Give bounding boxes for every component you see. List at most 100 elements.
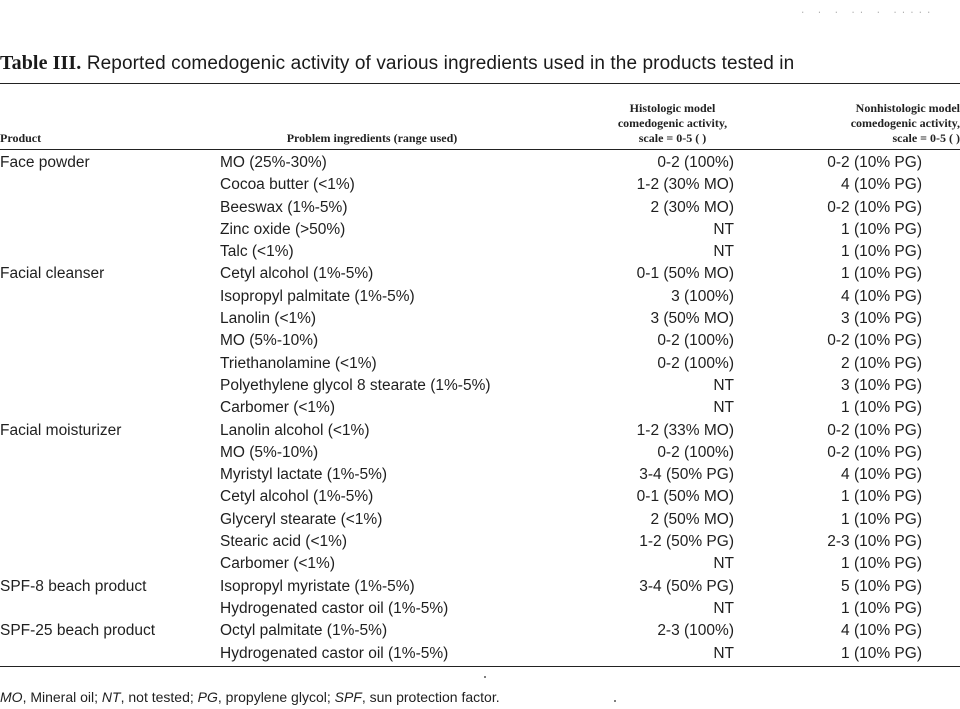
cell-product: SPF-25 beach product [0, 622, 156, 640]
cell-histologic: NT [713, 399, 734, 417]
table-row: Facial moisturizer Lanolin alcohol (<1%) 1… [0, 420, 960, 442]
cell-ingredient: Triethanolamine (<1%) [220, 354, 377, 372]
cell-nonhistologic: 3 (10% PG) [841, 376, 922, 394]
cell-histologic: NT [713, 220, 734, 238]
header-product: Product [0, 131, 42, 145]
cell-nonhistologic: 1 (10% PG) [841, 599, 922, 617]
cell-histologic: 0-1 (50% MO) [636, 265, 734, 283]
cell-ingredient: Glyceryl stearate (<1%) [220, 510, 383, 528]
cell-nonhistologic: 1 (10% PG) [841, 488, 922, 506]
cell-nonhistologic: 4 (10% PG) [841, 176, 922, 194]
cell-histologic: 0-1 (50% MO) [636, 488, 734, 506]
table-caption: Table III. Reported comedogenic activity… [0, 52, 794, 75]
footnote-text: , Mineral oil; [22, 689, 102, 705]
cell-histologic: 1-2 (33% MO) [636, 421, 734, 439]
cell-nonhistologic: 2-3 (10% PG) [827, 533, 922, 551]
cell-nonhistologic: 1 (10% PG) [841, 399, 922, 417]
cell-nonhistologic: 0-2 (10% PG) [827, 421, 922, 439]
cell-nonhistologic: 0-2 (10% PG) [827, 332, 922, 350]
cell-nonhistologic: 1 (10% PG) [841, 220, 922, 238]
cell-nonhistologic: 4 (10% PG) [841, 466, 922, 484]
table-row: Carbomer (<1%) NT 1 (10% PG) [0, 397, 960, 419]
cell-nonhistologic: 0-2 (10% PG) [827, 154, 922, 171]
cell-ingredient: Hydrogenated castor oil (1%-5%) [220, 599, 449, 617]
scan-speck [614, 700, 616, 702]
table-body: Face powder MO (25%-30%) 0-2 (100%) 0-2 (10… [0, 152, 960, 665]
cell-product: Face powder [0, 154, 90, 171]
header-histologic-line: Histologic model [629, 101, 716, 115]
footnote-text: , propylene glycol; [217, 689, 335, 705]
table-row: Zinc oxide (>50%) NT 1 (10% PG) [0, 219, 960, 241]
header-problem-ingredients: Problem ingredients (range used) [286, 131, 458, 145]
table-row: Hydrogenated castor oil (1%-5%) NT 1 (10% … [0, 598, 960, 620]
cell-histologic: NT [713, 243, 734, 261]
cell-ingredient: Carbomer (<1%) [220, 555, 335, 573]
header-nonhistologic-line: Nonhistologic model [855, 101, 960, 115]
cell-histologic: NT [713, 599, 734, 617]
cell-ingredient: Octyl palmitate (1%-5%) [220, 622, 388, 640]
cell-histologic: NT [713, 555, 734, 573]
table-row: Triethanolamine (<1%) 0-2 (100%) 2 (10% PG… [0, 353, 960, 375]
cell-ingredient: Stearic acid (<1%) [220, 533, 348, 551]
footnote-abbr: SPF [334, 689, 362, 705]
cell-nonhistologic: 4 (10% PG) [841, 622, 922, 640]
cell-nonhistologic: 1 (10% PG) [841, 265, 922, 283]
cell-nonhistologic: 1 (10% PG) [841, 644, 922, 662]
table-caption-text: Reported comedogenic activity of various… [86, 53, 795, 74]
table-row: Face powder MO (25%-30%) 0-2 (100%) 0-2 (10… [0, 152, 960, 174]
table-footnote: MO, Mineral oil; NT, not tested; PG, pro… [0, 689, 500, 705]
footnote-abbr: MO [0, 689, 23, 705]
table-row: Carbomer (<1%) NT 1 (10% PG) [0, 553, 960, 575]
cell-nonhistologic: 0-2 (10% PG) [827, 198, 922, 216]
cell-histologic: 2-3 (100%) [657, 622, 734, 640]
table-row: Cocoa butter (<1%) 1-2 (30% MO) 4 (10% PG) [0, 174, 960, 196]
cell-histologic: 0-2 (100%) [657, 443, 734, 461]
cell-histologic: 0-2 (100%) [657, 154, 734, 171]
cell-product: Facial cleanser [0, 265, 105, 283]
table-label: Table III. [0, 52, 82, 74]
cell-nonhistologic: 1 (10% PG) [841, 243, 922, 261]
table-row: Facial cleanser Cetyl alcohol (1%-5%) 0-1 … [0, 263, 960, 285]
table-row: SPF-8 beach product Isopropyl myristate (… [0, 576, 960, 598]
table-row: Beeswax (1%-5%) 2 (30% MO) 0-2 (10% PG) [0, 197, 960, 219]
cell-histologic: NT [713, 644, 734, 662]
cell-ingredient: Lanolin (<1%) [220, 310, 317, 328]
scan-artifact: . . . .. . ..... [800, 6, 935, 16]
table-bottom-rule [0, 666, 960, 667]
table-row: Glyceryl stearate (<1%) 2 (50% MO) 1 (10% … [0, 509, 960, 531]
cell-nonhistologic: 5 (10% PG) [841, 577, 922, 595]
header-nonhistologic-line: scale = 0-5 ( ) [892, 131, 960, 145]
cell-nonhistologic: 2 (10% PG) [841, 354, 922, 372]
cell-histologic: 3-4 (50% PG) [639, 577, 734, 595]
cell-ingredient: Myristyl lactate (1%-5%) [220, 466, 388, 484]
cell-ingredient: Isopropyl palmitate (1%-5%) [220, 287, 415, 305]
table-row: Isopropyl palmitate (1%-5%) 3 (100%) 4 (10… [0, 286, 960, 308]
cell-histologic: 2 (50% MO) [650, 510, 734, 528]
header-nonhistologic-line: comedogenic activity, [850, 116, 960, 130]
table-row: MO (5%-10%) 0-2 (100%) 0-2 (10% PG) [0, 442, 960, 464]
cell-histologic: 0-2 (100%) [657, 332, 734, 350]
cell-histologic: 0-2 (100%) [657, 354, 734, 372]
table-row: Hydrogenated castor oil (1%-5%) NT 1 (10% … [0, 643, 960, 665]
cell-ingredient: Polyethylene glycol 8 stearate (1%-5%) [220, 376, 491, 394]
cell-histologic: 3 (100%) [671, 287, 734, 305]
cell-ingredient: Zinc oxide (>50%) [220, 220, 346, 238]
cell-nonhistologic: 1 (10% PG) [841, 510, 922, 528]
header-nonhistologic: Nonhistologic model comedogenic activity… [770, 101, 960, 146]
cell-ingredient: MO (5%-10%) [220, 443, 319, 461]
cell-histologic: 1-2 (30% MO) [636, 176, 734, 194]
header-histologic-line: scale = 0-5 ( ) [638, 131, 707, 145]
cell-histologic: 2 (30% MO) [650, 198, 734, 216]
cell-ingredient: Cocoa butter (<1%) [220, 176, 355, 194]
cell-product: SPF-8 beach product [0, 577, 147, 595]
scan-speck [484, 676, 486, 678]
table-row: Stearic acid (<1%) 1-2 (50% PG) 2-3 (10% P… [0, 531, 960, 553]
cell-histologic: NT [713, 376, 734, 394]
table-row: MO (5%-10%) 0-2 (100%) 0-2 (10% PG) [0, 330, 960, 352]
header-histologic-line: comedogenic activity, [617, 116, 728, 130]
table-row: Cetyl alcohol (1%-5%) 0-1 (50% MO) 1 (10% … [0, 486, 960, 508]
cell-nonhistologic: 4 (10% PG) [841, 287, 922, 305]
footnote-abbr: PG [197, 689, 218, 705]
cell-ingredient: Isopropyl myristate (1%-5%) [220, 577, 415, 595]
